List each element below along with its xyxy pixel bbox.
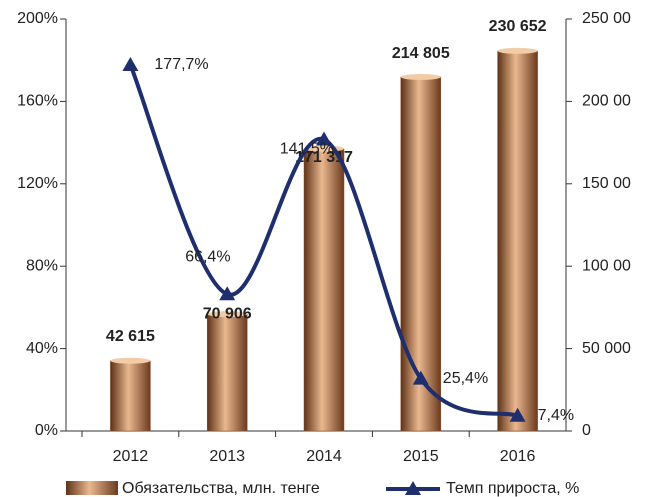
legend-label: Темп прироста, % — [446, 480, 579, 497]
legend-swatch — [405, 481, 421, 495]
legend-label: Обязательства, млн. тенге — [122, 480, 320, 497]
y2-tick-label: 150 00 — [582, 175, 631, 192]
y-tick-label: 160% — [17, 93, 58, 110]
bar-value-label: 230 652 — [489, 18, 547, 35]
x-tick-label: 2016 — [500, 448, 536, 465]
line-value-label: 177,7% — [154, 56, 208, 73]
line-value-label: 7,4% — [538, 407, 574, 424]
y2-tick-label: 50 000 — [582, 340, 631, 357]
bar-cap — [400, 74, 441, 81]
x-tick-label: 2015 — [403, 448, 439, 465]
bar-cap — [207, 311, 248, 318]
bar-cap — [497, 47, 538, 54]
line-marker — [122, 56, 139, 71]
bar-value-label: 42 615 — [106, 328, 155, 345]
bar — [110, 360, 151, 432]
bar-value-label: 214 805 — [392, 45, 450, 62]
y2-tick-label: 250 00 — [582, 10, 631, 27]
line-value-label: 141,5% — [280, 141, 334, 158]
x-tick-label: 2013 — [209, 448, 245, 465]
y-tick-label: 40% — [26, 340, 58, 357]
bar — [497, 50, 538, 432]
line-value-label: 66,4% — [185, 248, 230, 265]
y-tick-label: 80% — [26, 257, 58, 274]
y-tick-label: 120% — [17, 175, 58, 192]
x-tick-label: 2012 — [113, 448, 149, 465]
y2-tick-label: 0 — [582, 422, 591, 439]
bar — [206, 313, 248, 432]
line-marker — [316, 131, 332, 146]
line-value-label: 25,4% — [443, 370, 488, 387]
line-marker — [509, 407, 526, 422]
line-marker — [219, 286, 236, 301]
y2-tick-label: 200 00 — [582, 93, 631, 110]
legend-swatch — [66, 481, 118, 495]
line-marker — [412, 370, 429, 385]
bar-cap — [110, 357, 151, 364]
bar-value-label: 70 906 — [203, 305, 252, 322]
bar — [303, 148, 345, 432]
y-tick-label: 0% — [35, 422, 58, 439]
x-tick-label: 2014 — [306, 448, 342, 465]
y-tick-label: 200% — [17, 10, 58, 27]
y2-tick-label: 100 00 — [582, 257, 631, 274]
line — [128, 64, 519, 418]
